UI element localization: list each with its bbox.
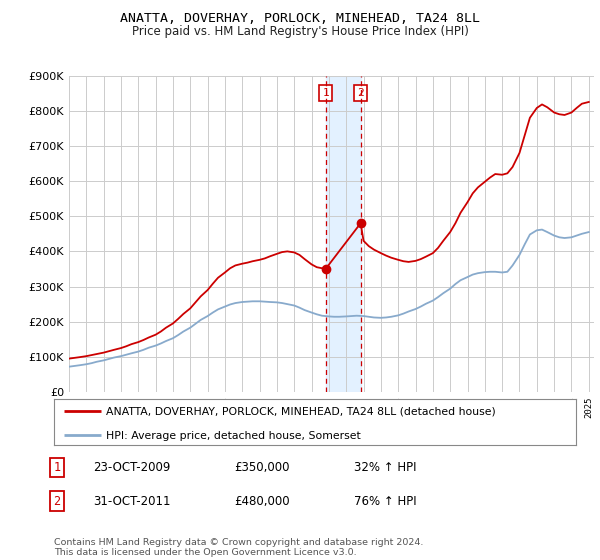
Text: 1: 1: [53, 461, 61, 474]
Text: Price paid vs. HM Land Registry's House Price Index (HPI): Price paid vs. HM Land Registry's House …: [131, 25, 469, 38]
Text: 2: 2: [53, 494, 61, 508]
Text: Contains HM Land Registry data © Crown copyright and database right 2024.
This d: Contains HM Land Registry data © Crown c…: [54, 538, 424, 557]
Text: 32% ↑ HPI: 32% ↑ HPI: [354, 461, 416, 474]
Text: ANATTA, DOVERHAY, PORLOCK, MINEHEAD, TA24 8LL: ANATTA, DOVERHAY, PORLOCK, MINEHEAD, TA2…: [120, 12, 480, 25]
Text: 2: 2: [357, 88, 364, 98]
Text: 23-OCT-2009: 23-OCT-2009: [93, 461, 170, 474]
Text: HPI: Average price, detached house, Somerset: HPI: Average price, detached house, Some…: [106, 431, 361, 441]
Bar: [326, 76, 361, 392]
Text: ANATTA, DOVERHAY, PORLOCK, MINEHEAD, TA24 8LL (detached house): ANATTA, DOVERHAY, PORLOCK, MINEHEAD, TA2…: [106, 406, 496, 416]
Text: 31-OCT-2011: 31-OCT-2011: [93, 494, 170, 508]
Text: £480,000: £480,000: [234, 494, 290, 508]
Text: £350,000: £350,000: [234, 461, 290, 474]
Text: 76% ↑ HPI: 76% ↑ HPI: [354, 494, 416, 508]
Text: 1: 1: [322, 88, 329, 98]
